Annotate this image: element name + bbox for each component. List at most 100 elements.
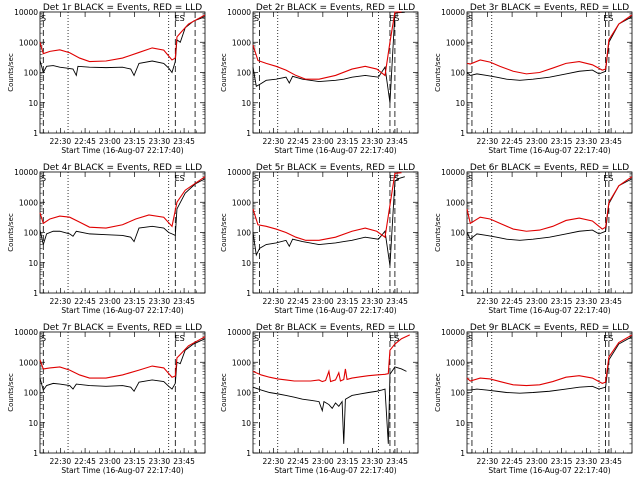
marker-label: S [180, 14, 185, 23]
panel-title: Det 8r BLACK = Events, RED = LLD [256, 323, 415, 333]
marker-label: S [180, 334, 185, 343]
y-tick-label: 10000 [227, 168, 251, 177]
marker-label: S [468, 174, 473, 183]
y-tick-label: 1 [246, 289, 251, 298]
marker-label: E [603, 174, 608, 183]
panel-title: Det 1r BLACK = Events, RED = LLD [43, 3, 202, 13]
x-axis-label: Start Time (16-Aug-07 22:17:40) [488, 306, 610, 315]
marker-label: S [254, 334, 259, 343]
x-axis-label: Start Time (16-Aug-07 22:17:40) [488, 466, 610, 475]
y-tick-label: 1 [33, 289, 38, 298]
marker-label: S [180, 174, 185, 183]
lld-series-line [252, 334, 410, 383]
plot-frame [39, 11, 206, 134]
x-tick-label: 23:15 [124, 457, 146, 466]
y-tick-label: 100 [237, 229, 252, 238]
x-tick-label: 23:30 [576, 297, 598, 306]
y-tick-label: 1 [33, 129, 38, 138]
lld-series-line [39, 336, 206, 379]
marker-label: S [468, 334, 473, 343]
y-tick-label: 1000 [19, 38, 38, 47]
lld-series-line [252, 11, 402, 80]
x-tick-label: 23:00 [99, 297, 121, 306]
x-tick-label: 22:30 [50, 297, 72, 306]
marker-label: E [175, 174, 180, 183]
y-tick-label: 100 [24, 229, 39, 238]
x-tick-label: 22:45 [74, 457, 96, 466]
x-tick-label: 23:15 [551, 457, 573, 466]
x-axis-label: Start Time (16-Aug-07 22:17:40) [274, 146, 396, 155]
x-tick-label: 23:15 [337, 137, 359, 146]
marker-label: E [389, 14, 394, 23]
y-tick-label: 100 [237, 69, 252, 78]
lld-series-line [466, 14, 633, 75]
y-tick-label: 100 [451, 389, 466, 398]
lld-series-line [466, 334, 633, 387]
x-tick-label: 22:30 [263, 137, 285, 146]
panel-title: Det 2r BLACK = Events, RED = LLD [256, 3, 415, 13]
x-tick-label: 22:45 [287, 457, 309, 466]
panel-title: Det 3r BLACK = Events, RED = LLD [470, 3, 629, 13]
x-tick-label: 23:45 [173, 457, 195, 466]
y-tick-label: 10000 [441, 328, 465, 337]
plot-frame [39, 331, 206, 454]
x-tick-label: 23:00 [99, 457, 121, 466]
marker-label: S [394, 14, 399, 23]
x-tick-label: 23:45 [386, 297, 408, 306]
y-tick-label: 100 [451, 229, 466, 238]
x-tick-label: 23:15 [124, 137, 146, 146]
y-tick-label: 1000 [232, 358, 251, 367]
y-tick-label: 1000 [446, 358, 465, 367]
y-tick-label: 10000 [441, 8, 465, 17]
y-tick-label: 10 [241, 419, 251, 428]
x-tick-label: 23:45 [386, 457, 408, 466]
marker-label: E [603, 14, 608, 23]
y-axis-label: Counts/sec [434, 373, 442, 412]
panel-9: Det 9r BLACK = Events, RED = LLD 1 10 100 10… [434, 323, 633, 475]
marker-label: S [254, 14, 259, 23]
y-tick-label: 100 [237, 389, 252, 398]
x-tick-label: 23:30 [149, 137, 171, 146]
marker-label: S [468, 14, 473, 23]
y-axis-label: Counts/sec [7, 373, 15, 412]
x-tick-label: 22:30 [50, 457, 72, 466]
y-tick-label: 10000 [227, 328, 251, 337]
panel-7: Det 7r BLACK = Events, RED = LLD 1 10 100 10… [7, 323, 206, 475]
y-axis-label: Counts/sec [220, 53, 228, 92]
y-tick-label: 10 [241, 99, 251, 108]
x-tick-label: 22:45 [287, 137, 309, 146]
panel-2: Det 2r BLACK = Events, RED = LLD 1 10 100 10… [220, 3, 419, 155]
x-tick-label: 23:00 [312, 457, 334, 466]
events-series-line [467, 336, 633, 394]
x-tick-label: 23:45 [600, 457, 622, 466]
x-tick-label: 23:30 [362, 297, 384, 306]
lld-series-line [39, 176, 206, 229]
marker-label: S [608, 14, 613, 23]
panel-6: Det 6r BLACK = Events, RED = LLD 1 10 100 10… [434, 163, 633, 315]
x-tick-label: 23:30 [362, 457, 384, 466]
marker-label: S [608, 334, 613, 343]
x-tick-label: 23:00 [312, 297, 334, 306]
x-tick-label: 23:15 [551, 137, 573, 146]
lld-series-line [39, 14, 206, 63]
x-tick-label: 23:30 [149, 297, 171, 306]
marker-label: E [389, 334, 394, 343]
x-tick-label: 22:30 [477, 457, 499, 466]
x-tick-label: 23:15 [124, 297, 146, 306]
y-tick-label: 10 [455, 99, 465, 108]
x-axis-label: Start Time (16-Aug-07 22:17:40) [61, 146, 183, 155]
y-tick-label: 10000 [441, 168, 465, 177]
x-tick-label: 23:00 [526, 297, 548, 306]
y-tick-label: 10 [28, 99, 38, 108]
events-series-line [39, 178, 206, 247]
marker-label: S [394, 174, 399, 183]
x-tick-label: 22:45 [74, 297, 96, 306]
x-tick-label: 23:45 [600, 137, 622, 146]
y-tick-label: 1000 [446, 38, 465, 47]
events-series-line [39, 338, 206, 393]
lld-series-line [252, 172, 402, 241]
x-tick-label: 23:00 [99, 137, 121, 146]
x-tick-label: 23:45 [386, 137, 408, 146]
y-tick-label: 1 [33, 449, 38, 458]
